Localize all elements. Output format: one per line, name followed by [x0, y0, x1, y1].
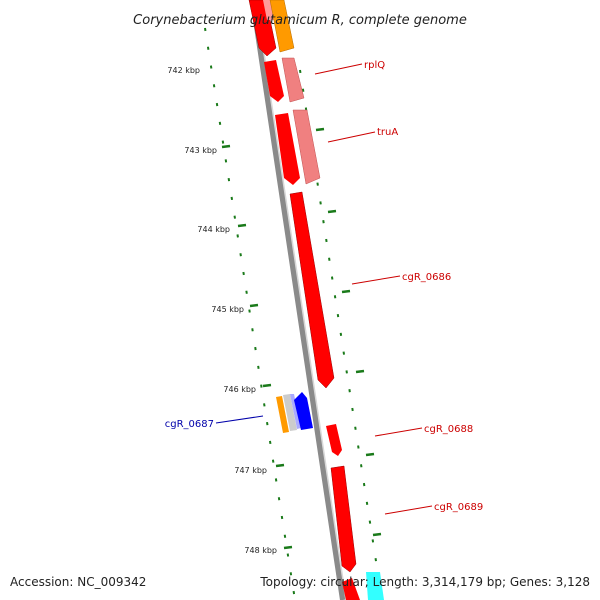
gene-label-cgR_0686[interactable]: cgR_0686: [402, 272, 451, 283]
topology-text: Topology: circular; Length: 3,314,179 bp…: [259, 575, 590, 589]
gene-rplQ-red[interactable]: [264, 60, 284, 102]
gene-cgR_0687-orange[interactable]: [276, 396, 289, 433]
scale-tick-label: 742 kbp: [167, 66, 200, 75]
gc-dashes: [221, 127, 382, 550]
gene-label-truA[interactable]: truA: [377, 127, 398, 138]
gene-label-rplQ[interactable]: rplQ: [364, 60, 385, 71]
scale-tick-label: 747 kbp: [234, 466, 267, 475]
scale-tick-label: 745 kbp: [211, 305, 244, 314]
gene-truA[interactable]: [292, 109, 321, 185]
gene-cgR_0686[interactable]: [289, 191, 335, 389]
gc-track-left: [204, 27, 296, 600]
gene-truA-red[interactable]: [275, 113, 300, 185]
gene-cgR_0688[interactable]: [326, 424, 342, 456]
gene-rplQ[interactable]: [281, 57, 305, 103]
accession-text: Accession: NC_009342: [10, 575, 146, 589]
gene-label-cgR_0688[interactable]: cgR_0688: [424, 424, 473, 435]
gene-label-cgR_0687[interactable]: cgR_0687: [165, 419, 214, 430]
scale-tick-label: 748 kbp: [244, 546, 277, 555]
gene-label-cgR_0689[interactable]: cgR_0689: [434, 502, 483, 513]
gene-cgR_0687[interactable]: [294, 392, 313, 430]
page-title: Corynebacterium glutamicum R, complete g…: [133, 13, 467, 28]
gene-bottom-red[interactable]: [342, 578, 360, 600]
gene-top-red[interactable]: [248, 0, 277, 57]
gene-cgR_0689[interactable]: [330, 465, 357, 573]
gene-cgR_0687-lightblue[interactable]: [290, 394, 301, 429]
scale-tick-label: 743 kbp: [184, 146, 217, 155]
gene-bottom-cyan[interactable]: [366, 572, 384, 600]
gc-track-right: [299, 69, 383, 600]
scale-tick-label: 746 kbp: [223, 385, 256, 394]
gene-top-orange[interactable]: [269, 0, 295, 53]
label-leaders: [215, 63, 433, 515]
scale-tick-label: 744 kbp: [197, 225, 230, 234]
gene-cgR_0687-gray[interactable]: [283, 394, 297, 431]
genome-backbone: [250, 0, 347, 600]
